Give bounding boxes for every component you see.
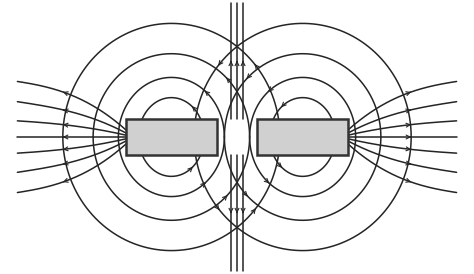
Bar [257,119,348,155]
Bar [126,119,217,155]
